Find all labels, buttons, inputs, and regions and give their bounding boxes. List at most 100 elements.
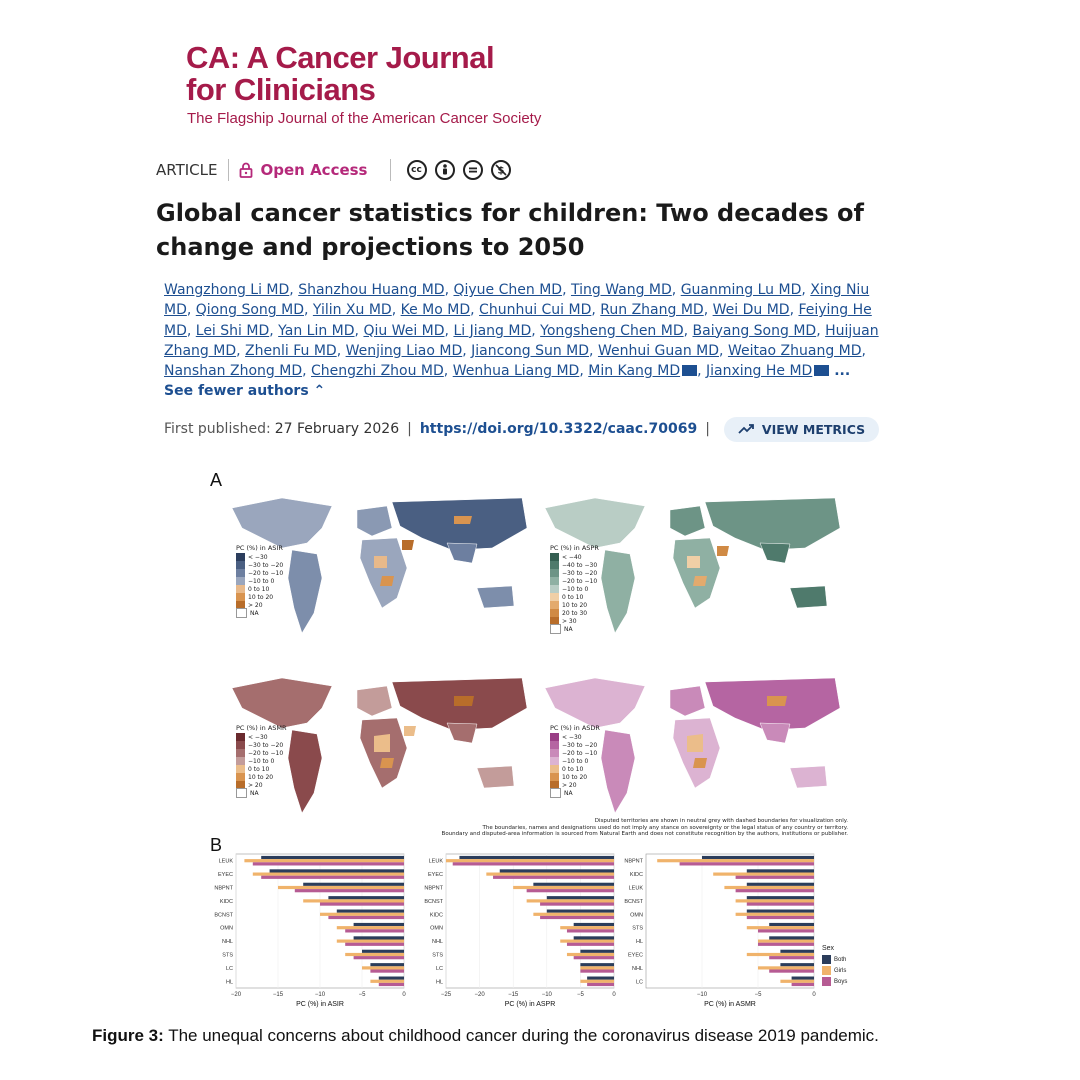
world-map-aspr: [544, 497, 841, 634]
author-separator: ,: [697, 363, 707, 380]
author-link[interactable]: Wei Du MD: [712, 302, 790, 319]
author-separator: ,: [444, 282, 454, 298]
bar-girls: [513, 885, 614, 890]
bar-both: [303, 882, 404, 886]
bar-boys: [540, 902, 614, 906]
author-link[interactable]: Ting Wang MD: [570, 282, 672, 298]
author-link[interactable]: Yan Lin MD: [278, 322, 355, 339]
author-separator: ,: [719, 342, 728, 359]
bar-boys: [746, 902, 814, 906]
legend-swatch: [550, 601, 559, 609]
legend-swatch: [236, 765, 245, 773]
bar-girls: [560, 939, 614, 943]
trending-up-icon: [738, 424, 754, 434]
author-link[interactable]: Wenhui Guan MD: [597, 342, 720, 359]
author-link[interactable]: Li Jiang MD: [453, 322, 532, 339]
author-separator: ,: [186, 302, 196, 319]
author-link[interactable]: Shanzhou Huang MD: [298, 282, 445, 298]
author-link[interactable]: Min Kang MD: [588, 363, 681, 380]
author-link[interactable]: Yongsheng Chen MD: [540, 322, 684, 339]
tick-label: −15: [508, 992, 519, 998]
legend-swatch: [236, 749, 245, 757]
figure-caption: Figure 3: The unequal concerns about chi…: [92, 1026, 879, 1046]
bar-girls: [580, 979, 614, 983]
bar-both: [370, 963, 404, 967]
author-link[interactable]: Zhenli Fu MD: [245, 342, 337, 359]
bar-both: [573, 922, 614, 927]
author-link[interactable]: Ke Mo MD: [400, 302, 471, 319]
author-link[interactable]: Feiying He MD: [164, 302, 872, 339]
bar-boys: [735, 875, 814, 879]
author-separator: ,: [589, 342, 598, 359]
bar-boys: [378, 982, 404, 987]
bar-boys: [345, 929, 404, 933]
author-link[interactable]: Wenhua Liang MD: [452, 363, 580, 380]
legend-swatch: [236, 601, 245, 609]
category-label: OMN: [430, 926, 443, 932]
author-link[interactable]: Wangzhong Li MD: [164, 282, 290, 298]
bar-chart-asmr: −10 −5 0 PC (%) in ASMR NBPNT KIDC LEUK BCNST OM…: [624, 853, 816, 1008]
author-link[interactable]: Weitao Zhuang MD: [727, 342, 862, 359]
legend-swatch: [236, 788, 247, 798]
swatch: [822, 966, 831, 975]
author-link[interactable]: Lei Shi MD: [195, 322, 270, 339]
author-link[interactable]: Wenjing Liao MD: [345, 342, 463, 359]
author-separator: ,: [801, 282, 811, 298]
author-link[interactable]: Baiyang Song MD: [692, 322, 817, 339]
bar-girls: [244, 859, 404, 863]
legend-item: −20 to −10: [236, 749, 287, 757]
bar-girls: [486, 872, 614, 876]
author-link[interactable]: Xing Niu MD: [164, 282, 870, 319]
legend-item: 0 to 10: [236, 765, 287, 773]
author-link[interactable]: Qiyue Chen MD: [453, 282, 563, 298]
category-label: NHL: [222, 939, 233, 945]
equals-icon: [468, 167, 477, 173]
legend-swatch: [550, 765, 559, 773]
see-fewer-authors-link[interactable]: ... See fewer authors ⌃: [164, 363, 851, 400]
sex-legend-label: Both: [834, 956, 847, 963]
author-link[interactable]: Qiu Wei MD: [363, 322, 445, 339]
map-disclaimer: Disputed territories are shown in neutra…: [442, 818, 848, 838]
author-link[interactable]: Chengzhi Zhou MD: [311, 363, 444, 380]
author-separator: ,: [302, 363, 311, 380]
nd-icon: [462, 160, 483, 180]
category-label: EYEC: [628, 953, 643, 959]
bar-both: [546, 909, 614, 913]
view-metrics-button[interactable]: VIEW METRICS: [723, 416, 880, 442]
author-list: Wangzhong Li MD, Shanzhou Huang MD, Qiyu…: [164, 280, 884, 402]
email-icon[interactable]: [682, 365, 698, 377]
legend-item: −20 to −10: [236, 569, 283, 577]
author-separator: ,: [683, 322, 693, 339]
author-link[interactable]: Yilin Xu MD: [312, 302, 392, 319]
legend-label: < −30: [248, 733, 268, 741]
legend-swatch: [236, 553, 245, 561]
author-link[interactable]: Qiong Song MD: [195, 302, 304, 319]
doi-link[interactable]: https://doi.org/10.3322/caac.70069: [419, 421, 698, 437]
x-axis-label: PC (%) in ASPR: [505, 1001, 556, 1008]
bar-boys: [769, 969, 814, 973]
author-link[interactable]: Jianxing He MD: [706, 363, 813, 380]
author-link[interactable]: Nanshan Zhong MD: [164, 363, 303, 380]
legend-item: > 20: [550, 781, 600, 789]
author-link[interactable]: Jiancong Sun MD: [471, 342, 590, 359]
journal-title[interactable]: CA: A Cancer Journal for Clinicians: [186, 42, 495, 106]
legend-item: > 20: [236, 781, 287, 789]
author-link[interactable]: Chunhui Cui MD: [479, 302, 592, 319]
bar-both: [546, 896, 614, 900]
legend-label: > 20: [248, 601, 263, 609]
open-access-badge[interactable]: Open Access: [239, 161, 368, 179]
legend-item: −10 to 0: [550, 757, 600, 765]
author-link[interactable]: Huijuan Zhang MD: [164, 322, 879, 359]
author-link[interactable]: Run Zhang MD: [600, 302, 704, 319]
author-link[interactable]: Guanming Lu MD: [680, 282, 802, 298]
bar-both: [702, 855, 814, 860]
author-separator: ,: [531, 322, 541, 339]
bar-girls: [560, 926, 614, 930]
legend-label: 10 to 20: [562, 773, 588, 781]
legend-aspr: PC (%) in ASPR < −40 −40 to −30 −30 to −20−…: [550, 544, 599, 634]
legend-swatch: [550, 569, 559, 577]
sex-legend-label: Boys: [834, 978, 848, 985]
license-icons[interactable]: cc $: [406, 160, 511, 180]
email-icon[interactable]: [814, 365, 830, 377]
legend-label: −10 to 0: [562, 585, 589, 593]
